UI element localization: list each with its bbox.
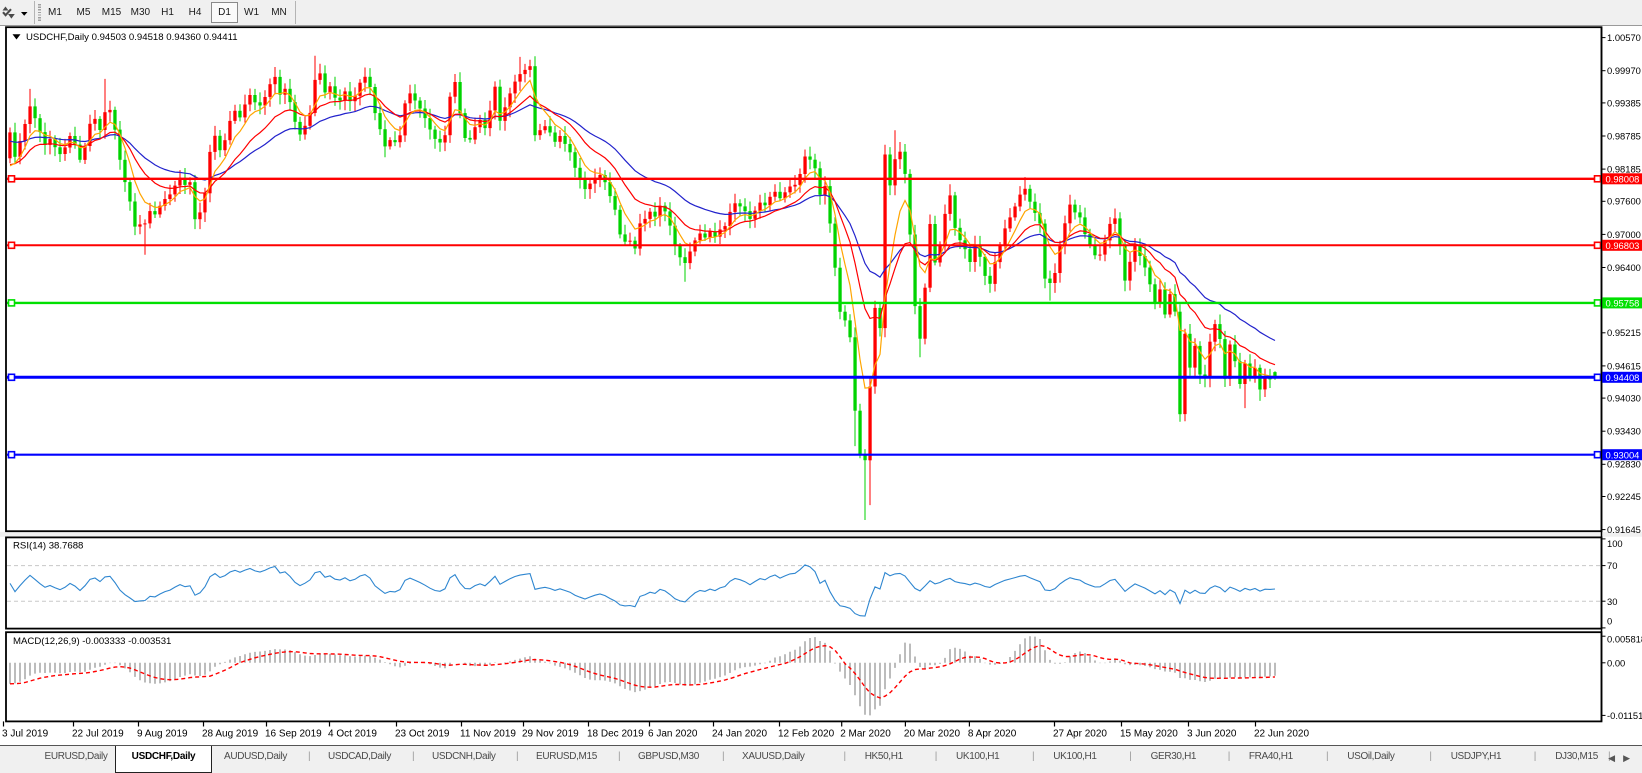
svg-text:0.97000: 0.97000: [1607, 229, 1641, 240]
svg-text:RSI(14) 38.7688: RSI(14) 38.7688: [13, 541, 83, 552]
svg-text:16 Sep 2019: 16 Sep 2019: [265, 729, 322, 740]
svg-text:15 May 2020: 15 May 2020: [1120, 729, 1178, 740]
svg-text:0.95758: 0.95758: [1606, 298, 1640, 309]
svg-text:0.98185: 0.98185: [1607, 164, 1641, 175]
svg-text:0.94615: 0.94615: [1607, 360, 1641, 371]
svg-text:70: 70: [1607, 560, 1617, 571]
svg-text:0.96400: 0.96400: [1607, 262, 1641, 273]
svg-text:0.00: 0.00: [1607, 657, 1625, 668]
svg-text:9 Aug 2019: 9 Aug 2019: [137, 729, 188, 740]
svg-text:2 Mar 2020: 2 Mar 2020: [840, 729, 891, 740]
svg-text:0: 0: [1607, 616, 1612, 627]
svg-text:1.00570: 1.00570: [1607, 32, 1641, 43]
svg-text:0.94030: 0.94030: [1607, 393, 1641, 404]
svg-text:6 Jan 2020: 6 Jan 2020: [648, 729, 698, 740]
svg-text:11 Nov 2019: 11 Nov 2019: [460, 729, 516, 740]
svg-text:29 Nov 2019: 29 Nov 2019: [522, 729, 579, 740]
svg-text:0.98785: 0.98785: [1607, 130, 1641, 141]
svg-text:0.99385: 0.99385: [1607, 97, 1641, 108]
svg-text:-0.01151: -0.01151: [1607, 710, 1642, 721]
svg-text:8 Apr 2020: 8 Apr 2020: [968, 729, 1017, 740]
svg-text:18 Dec 2019: 18 Dec 2019: [587, 729, 644, 740]
svg-text:0.99970: 0.99970: [1607, 65, 1641, 76]
svg-text:28 Aug 2019: 28 Aug 2019: [202, 729, 259, 740]
svg-text:0.91645: 0.91645: [1607, 524, 1641, 535]
svg-text:0.97600: 0.97600: [1607, 196, 1641, 207]
svg-text:12 Feb 2020: 12 Feb 2020: [778, 729, 835, 740]
svg-text:3 Jun 2020: 3 Jun 2020: [1187, 729, 1237, 740]
svg-text:27 Apr 2020: 27 Apr 2020: [1053, 729, 1107, 740]
svg-text:30: 30: [1607, 596, 1617, 607]
svg-text:0.92245: 0.92245: [1607, 491, 1641, 502]
svg-text:4 Oct 2019: 4 Oct 2019: [328, 729, 377, 740]
svg-text:MACD(12,26,9) -0.003333 -0.003: MACD(12,26,9) -0.003333 -0.003531: [13, 636, 171, 647]
svg-text:23 Oct 2019: 23 Oct 2019: [395, 729, 450, 740]
svg-text:0.93430: 0.93430: [1607, 426, 1641, 437]
svg-text:24 Jan 2020: 24 Jan 2020: [712, 729, 767, 740]
svg-text:0.95215: 0.95215: [1607, 327, 1641, 338]
svg-text:3 Jul 2019: 3 Jul 2019: [2, 729, 49, 740]
svg-text:USDCHF,Daily 0.94503 0.94518: USDCHF,Daily 0.94503 0.94518 0.94360 0.9…: [26, 32, 238, 43]
svg-text:22 Jun 2020: 22 Jun 2020: [1254, 729, 1309, 740]
svg-text:0.96803: 0.96803: [1606, 240, 1640, 251]
svg-text:0.92830: 0.92830: [1607, 459, 1641, 470]
svg-text:22 Jul 2019: 22 Jul 2019: [72, 729, 124, 740]
svg-text:0.98008: 0.98008: [1606, 174, 1640, 185]
svg-text:20 Mar 2020: 20 Mar 2020: [904, 729, 961, 740]
svg-text:100: 100: [1607, 538, 1623, 549]
svg-text:0.93004: 0.93004: [1606, 450, 1640, 461]
svg-text:0.94408: 0.94408: [1606, 372, 1640, 383]
svg-text:0.005818: 0.005818: [1607, 633, 1642, 644]
